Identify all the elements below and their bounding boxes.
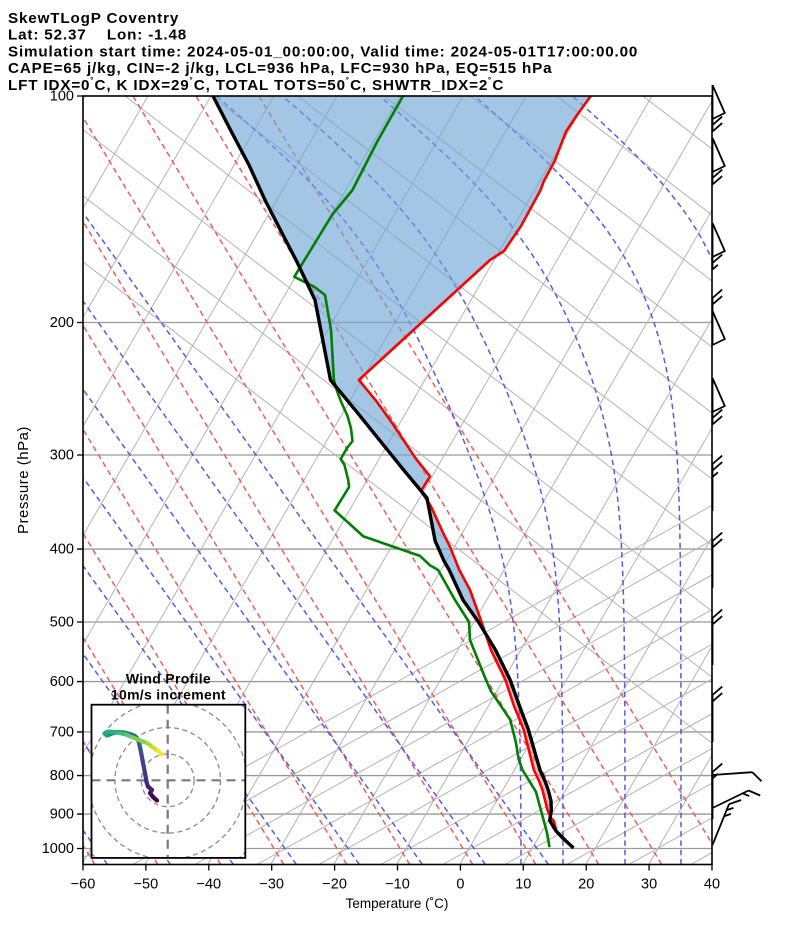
svg-text:Wind Profile: Wind Profile <box>126 671 211 687</box>
svg-text:CAPE=65 j/kg, CIN=-2 j/kg, LCL: CAPE=65 j/kg, CIN=-2 j/kg, LCL=936 hPa, … <box>8 60 552 77</box>
svg-text:20: 20 <box>578 877 594 893</box>
svg-text:10m/s increment: 10m/s increment <box>111 687 226 703</box>
svg-text:30: 30 <box>641 877 657 893</box>
svg-text:LFT IDX=0˚C, K IDX=29˚C, TOTAL: LFT IDX=0˚C, K IDX=29˚C, TOTAL TOTS=50˚C… <box>8 76 504 94</box>
svg-text:1000: 1000 <box>42 841 74 857</box>
svg-text:Temperature (˚C): Temperature (˚C) <box>346 896 449 911</box>
svg-text:400: 400 <box>50 542 74 558</box>
svg-text:−30: −30 <box>259 877 284 893</box>
svg-text:10: 10 <box>515 877 531 893</box>
svg-text:500: 500 <box>50 615 74 631</box>
svg-text:900: 900 <box>50 807 74 823</box>
svg-text:−40: −40 <box>196 877 221 893</box>
svg-text:600: 600 <box>50 674 74 690</box>
svg-text:−60: −60 <box>71 877 96 893</box>
svg-text:0: 0 <box>456 877 464 893</box>
svg-text:Pressure (hPa): Pressure (hPa) <box>15 426 32 534</box>
svg-text:40: 40 <box>704 877 720 893</box>
svg-text:SkewTLogP Coventry: SkewTLogP Coventry <box>8 10 179 27</box>
svg-text:200: 200 <box>50 315 74 331</box>
svg-text:Lat: 52.37 Lon: -1.48: Lat: 52.37 Lon: -1.48 <box>8 27 187 44</box>
svg-text:300: 300 <box>50 448 74 464</box>
svg-text:100: 100 <box>50 89 74 105</box>
svg-text:800: 800 <box>50 768 74 784</box>
svg-text:Simulation start time: 2024-05: Simulation start time: 2024-05-01_00:00:… <box>8 43 638 60</box>
svg-text:−20: −20 <box>322 877 347 893</box>
svg-text:−10: −10 <box>385 877 410 893</box>
svg-text:−50: −50 <box>134 877 159 893</box>
svg-text:700: 700 <box>50 724 74 740</box>
